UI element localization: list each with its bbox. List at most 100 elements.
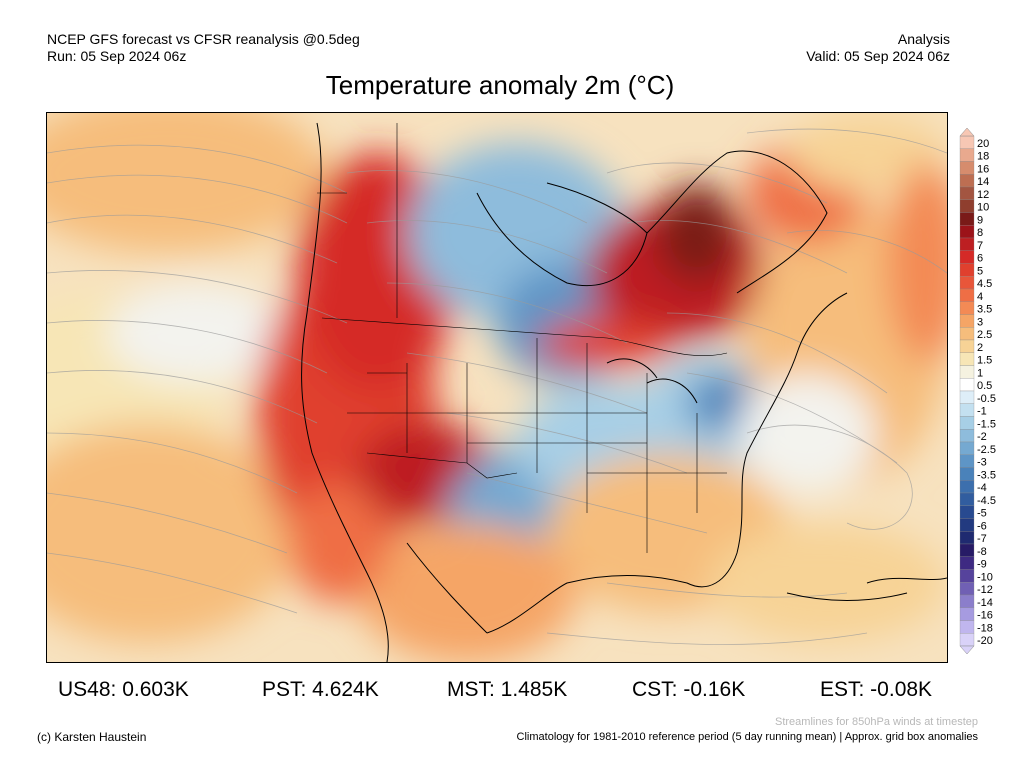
colorbar-swatch [959,288,975,302]
colorbar-swatch [959,327,975,341]
valid-time: Valid: 05 Sep 2024 06z [806,48,950,64]
colorbar-swatch [959,480,975,494]
stat-us48: US48: 0.603K [58,678,189,701]
colorbar-swatch [959,518,975,532]
colorbar-swatch [959,390,975,404]
colorbar-label: 4 [977,291,983,303]
borders [317,123,728,553]
colorbar-label: 12 [977,189,989,201]
colorbar-label: -20 [977,635,993,647]
colorbar-label: -6 [977,520,987,532]
colorbar-swatch [959,403,975,417]
header-left: NCEP GFS forecast vs CFSR reanalysis @0.… [47,31,360,65]
colorbar-label: -12 [977,584,993,596]
colorbar-swatch [959,365,975,379]
colorbar-top-arrow [959,127,975,137]
colorbar-swatch [959,492,975,506]
analysis-label: Analysis [897,31,950,47]
model-info: NCEP GFS forecast vs CFSR reanalysis @0.… [47,31,360,47]
colorbar-label: -1 [977,406,987,418]
header-right: Analysis Valid: 05 Sep 2024 06z [806,31,950,65]
colorbar-label: 18 [977,151,989,163]
colorbar-label: -14 [977,597,993,609]
colorbar-swatch [959,429,975,443]
colorbar-swatch [959,352,975,366]
stat-pst: PST: 4.624K [262,678,379,701]
colorbar-swatch [959,314,975,328]
colorbar-label: 3.5 [977,304,992,316]
anomaly-map [46,112,948,663]
colorbar-swatch [959,186,975,200]
map-title: Temperature anomaly 2m (°C) [325,70,675,100]
colorbar-label: 6 [977,253,983,265]
streamline-note: Streamlines for 850hPa winds at timestep [775,716,978,728]
streamlines [47,128,947,645]
colorbar-swatch [959,212,975,226]
colorbar-swatch [959,174,975,188]
colorbar-swatch [959,441,975,455]
run-time: Run: 05 Sep 2024 06z [47,48,187,64]
colorbar-label: 14 [977,176,989,188]
colorbar-swatch [959,161,975,175]
stat-mst: MST: 1.485K [447,678,568,701]
colorbar-label: -4 [977,482,987,494]
colorbar-label: 4.5 [977,278,992,290]
colorbar-swatch [959,582,975,596]
colorbar-swatch [959,467,975,481]
colorbar-label: 3 [977,316,983,328]
colorbar-swatch [959,594,975,608]
colorbar-label: -8 [977,546,987,558]
colorbar-label: -3.5 [977,469,996,481]
colorbar-label: -7 [977,533,987,545]
colorbar-swatch [959,633,975,647]
colorbar-label: -1.5 [977,418,996,430]
colorbar-swatch [959,301,975,315]
regional-stats: US48: 0.603K PST: 4.624K MST: 1.485K CST… [0,678,1024,708]
colorbar-label: 10 [977,202,989,214]
stat-est: EST: -0.08K [820,678,933,701]
colorbar-label: 1 [977,367,983,379]
stat-cst: CST: -0.16K [632,678,746,701]
colorbar-label: 5 [977,265,983,277]
colorbar-swatch [959,250,975,264]
colorbar-label: -0.5 [977,393,996,405]
colorbar-label: 8 [977,227,983,239]
colorbar-label: 2.5 [977,329,992,341]
colorbar-swatch [959,454,975,468]
copyright: (c) Karsten Haustein [37,730,147,744]
colorbar-label: 1.5 [977,355,992,367]
colorbar-swatch [959,531,975,545]
colorbar-label: 0.5 [977,380,992,392]
colorbar-label: -18 [977,622,993,634]
colorbar-swatch [959,569,975,583]
colorbar-swatch [959,199,975,213]
colorbar-swatch [959,505,975,519]
colorbar-swatch [959,543,975,557]
colorbar-label: 2 [977,342,983,354]
colorbar-label: 9 [977,214,983,226]
colorbar-label: -4.5 [977,495,996,507]
climatology-note: Climatology for 1981-2010 reference peri… [516,731,978,743]
colorbar-swatch [959,237,975,251]
colorbar-label: 16 [977,163,989,175]
colorbar-swatch [959,263,975,277]
colorbar-bottom-arrow [959,645,975,655]
colorbar-swatch [959,416,975,430]
colorbar-swatch [959,276,975,290]
colorbar-label: -16 [977,610,993,622]
colorbar-legend: 20 18 16 14 12 10 9 8 7 6 5 4.5 4 3.5 3 2.5 2 1.5 1 0.5 -0.5… [958,126,1024,656]
colorbar-label: -3 [977,457,987,469]
coastlines [301,122,947,662]
colorbar-label: 20 [977,138,989,150]
colorbar-swatch [959,378,975,392]
colorbar-swatch [959,148,975,162]
colorbar-label: -10 [977,571,993,583]
colorbar-label: 7 [977,240,983,252]
colorbar-label: -5 [977,508,987,520]
colorbar-label: -2 [977,431,987,443]
colorbar-label: -9 [977,559,987,571]
colorbar-swatch [959,607,975,621]
colorbar-swatch [959,556,975,570]
colorbar-label: -2.5 [977,444,996,456]
colorbar-swatch [959,620,975,634]
